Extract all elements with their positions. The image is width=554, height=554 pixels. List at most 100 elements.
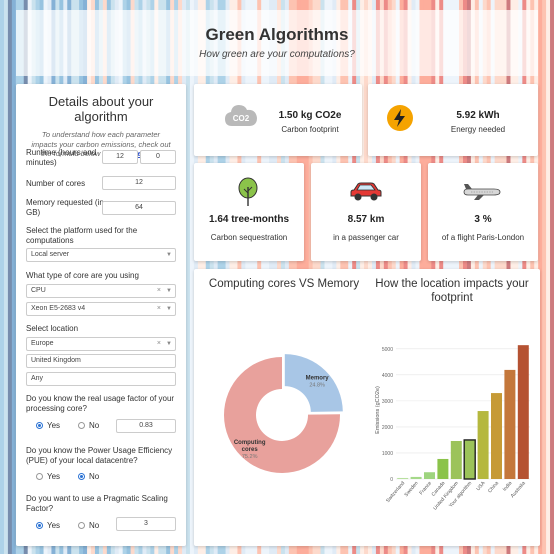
donut-slice-pct: 24.8% [309, 382, 325, 388]
flight-card: 3 % of a flight Paris-London [428, 163, 538, 261]
y-tick-label: 2000 [382, 425, 393, 431]
usage-yes-radio[interactable]: Yes [36, 421, 60, 430]
warming-stripe [189, 0, 195, 554]
cloud-co2-icon: CO2 [225, 105, 257, 126]
radio-selected-icon [78, 473, 85, 480]
pue-no-radio[interactable]: No [78, 472, 99, 481]
pue-no-label: No [89, 472, 100, 481]
y-tick-label: 0 [390, 477, 393, 483]
warming-stripe [3, 0, 9, 554]
chevron-down-icon: ▼ [166, 341, 172, 347]
warming-stripe [538, 0, 543, 554]
psf-no-label: No [89, 521, 100, 530]
continent-select[interactable]: Europe × ▼ [26, 337, 176, 351]
flight-value: 3 % [474, 214, 492, 225]
region-select-value: Any [31, 375, 44, 382]
carbon-footprint-caption: Carbon footprint [281, 125, 339, 134]
bar-your-algorithm[interactable] [463, 439, 476, 480]
app-title: Green Algorithms [205, 25, 349, 44]
memory-input[interactable]: 64 [102, 201, 176, 215]
clear-icon[interactable]: × [156, 305, 161, 312]
clear-icon[interactable]: × [156, 340, 161, 347]
psf-label: Do you want to use a Pragmatic Scaling F… [26, 494, 168, 513]
donut-slice-memory[interactable] [284, 354, 343, 412]
plane-icon [463, 184, 501, 200]
usage-factor-label: Do you know the real usage factor of you… [26, 394, 175, 413]
radio-selected-icon [36, 422, 43, 429]
donut-slice-label: Computing [234, 440, 266, 446]
charts-panel: Computing cores VS Memory How the locati… [194, 269, 540, 546]
car-icon [350, 182, 382, 201]
cores-label: Number of cores [26, 179, 86, 188]
location-bar-chart: 0 1000 2000 3000 4000 5000 Emissions (gCO2e) Sw… [375, 345, 530, 512]
runtime-hours-input[interactable]: 12 [102, 150, 138, 164]
energy-needed-value: 5.92 kWh [456, 110, 500, 121]
bar-france[interactable] [424, 472, 435, 479]
warming-stripe [542, 0, 547, 554]
psf-input[interactable]: 3 [116, 517, 176, 531]
bar-united-kingdom[interactable] [450, 440, 462, 479]
radio-empty-icon [36, 473, 43, 480]
bar-chart-title: How the location impacts your footprint [375, 278, 529, 304]
bar-india[interactable] [504, 369, 516, 479]
co2-icon-text: CO2 [233, 114, 250, 123]
core-type-select[interactable]: CPU × ▼ [26, 284, 176, 298]
usage-factor-input[interactable]: 0.83 [116, 419, 176, 433]
warming-stripe [185, 0, 191, 554]
y-tick-label: 3000 [382, 399, 393, 405]
core-type-select-value: CPU [31, 287, 46, 294]
runtime-label: Runtime (hours and minutes) [26, 148, 97, 167]
usage-no-radio[interactable]: No [78, 421, 99, 430]
warming-stripe [550, 0, 554, 554]
pue-yes-radio[interactable]: Yes [36, 472, 60, 481]
tree-icon [238, 177, 258, 206]
donut-slice-computing-cores[interactable] [224, 357, 340, 473]
bar-usa[interactable] [477, 411, 489, 479]
warming-stripe [11, 0, 17, 554]
clear-icon[interactable]: × [156, 287, 161, 294]
lightning-icon [387, 105, 413, 131]
core-type-label: What type of core are you using [26, 271, 139, 280]
chevron-down-icon: ▼ [166, 288, 172, 294]
donut-slice-label: Memory [306, 375, 330, 381]
usage-yes-label: Yes [47, 421, 61, 430]
form-intro-text: To understand how each parameter impacts… [31, 130, 171, 158]
x-tick-label: India [502, 480, 514, 492]
runtime-minutes-input[interactable]: 0 [140, 150, 176, 164]
bar-switzerland[interactable] [397, 477, 409, 479]
donut-chart-title: Computing cores VS Memory [208, 278, 360, 290]
bar-china[interactable] [491, 393, 502, 479]
donut-slice-pct: 75.2% [242, 454, 258, 460]
warming-stripe [7, 0, 13, 554]
warming-stripe [546, 0, 551, 554]
psf-yes-label: Yes [47, 521, 61, 530]
core-model-select-value: Xeon E5-2683 v4 [31, 305, 86, 312]
passenger-car-card: 8.57 km in a passenger car [311, 163, 421, 261]
app-header: Green Algorithms How green are your comp… [16, 10, 538, 76]
country-select[interactable]: United Kingdom [26, 354, 176, 368]
chevron-down-icon: ▼ [166, 252, 172, 258]
psf-yes-radio[interactable]: Yes [36, 521, 60, 530]
form-title: Details about your algorithm [48, 94, 154, 124]
core-model-select[interactable]: Xeon E5-2683 v4 × ▼ [26, 302, 176, 316]
y-tick-label: 4000 [382, 373, 393, 379]
energy-needed-card: 5.92 kWh Energy needed [368, 84, 538, 156]
pue-yes-label: Yes [47, 472, 61, 481]
passenger-car-caption: in a passenger car [333, 233, 399, 242]
region-select[interactable]: Any [26, 372, 176, 386]
donut-slice-label: cores [242, 447, 259, 453]
chevron-down-icon: ▼ [166, 306, 172, 312]
carbon-sequestration-card: 1.64 tree-months Carbon sequestration [194, 163, 304, 261]
warming-stripe [0, 0, 5, 554]
carbon-sequestration-caption: Carbon sequestration [210, 233, 288, 242]
y-tick-label: 1000 [382, 451, 393, 457]
carbon-footprint-card: CO2 1.50 kg CO2e Carbon footprint [194, 84, 362, 156]
memory-label: Memory requested (in GB) [26, 198, 104, 217]
bar-canada[interactable] [437, 458, 449, 479]
bar-australia[interactable] [517, 345, 529, 479]
psf-no-radio[interactable]: No [78, 521, 99, 530]
cores-input[interactable]: 12 [102, 176, 176, 190]
bar-sweden[interactable] [410, 476, 422, 479]
platform-select[interactable]: Local server ▼ [26, 248, 176, 262]
